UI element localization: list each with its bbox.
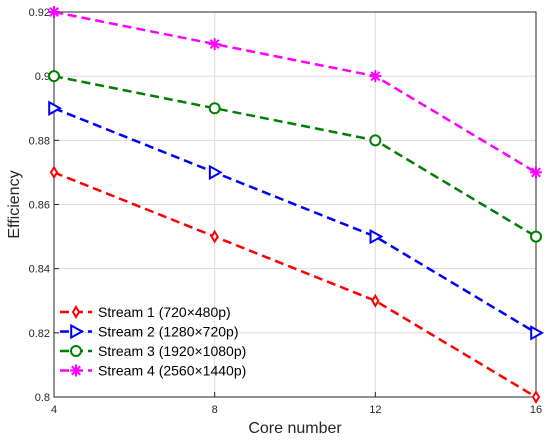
series-4: [48, 6, 542, 179]
x-tick-label: 8: [212, 404, 218, 416]
data-point: [49, 165, 59, 180]
x-tick-label: 16: [530, 404, 542, 416]
data-point: [530, 325, 545, 341]
legend-marker: [70, 323, 85, 340]
y-axis-label: Efficiency: [6, 170, 23, 238]
legend-label: Stream 4 (2560×1440p): [98, 363, 246, 379]
series-3: [48, 70, 542, 243]
series-line: [53, 171, 537, 399]
data-point: [208, 38, 221, 51]
y-tick-label: 0.84: [29, 264, 50, 276]
legend-label: Stream 2 (1280×720p): [98, 324, 238, 340]
x-tick-label: 4: [51, 404, 57, 416]
legend-label: Stream 3 (1920×1080p): [98, 343, 246, 359]
legend-entry: Stream 4 (2560×1440p): [60, 363, 246, 379]
legend-entry: Stream 1 (720×480p): [60, 304, 231, 320]
x-tick-label: 12: [369, 404, 381, 416]
legend-entry: Stream 3 (1920×1080p): [60, 343, 246, 359]
series-2: [48, 100, 545, 341]
y-tick-label: 0.86: [29, 200, 50, 212]
x-axis-label: Core number: [248, 420, 342, 437]
data-point: [369, 134, 382, 147]
data-point: [530, 230, 542, 243]
data-point: [208, 164, 223, 181]
series-line: [53, 74, 537, 238]
series-line: [53, 107, 537, 334]
y-tick-label: 0.9: [35, 71, 50, 83]
legend-marker: [70, 345, 82, 357]
data-point: [530, 166, 542, 179]
data-point: [210, 229, 219, 244]
data-point: [371, 293, 380, 308]
series-lines: [48, 6, 545, 404]
y-tick-label: 0.82: [29, 328, 50, 340]
data-point: [48, 70, 60, 83]
data-point: [208, 102, 221, 115]
axis-ticks: 4 8 12 16 0.8 0.82 0.84 0.86 0.88 0.9 0.92: [29, 7, 543, 416]
series-1: [49, 165, 541, 404]
y-tick-label: 0.92: [29, 7, 50, 19]
data-point: [531, 390, 541, 404]
y-tick-label: 0.8: [35, 392, 50, 404]
legend-label: Stream 1 (720×480p): [98, 304, 231, 320]
legend-entry: Stream 2 (1280×720p): [60, 324, 238, 340]
legend-marker: [71, 305, 81, 319]
data-point: [48, 6, 60, 18]
legend-marker: [70, 364, 82, 377]
y-tick-label: 0.88: [29, 135, 50, 147]
series-line: [53, 10, 537, 174]
data-point: [369, 228, 384, 245]
legend: Stream 1 (720×480p) Stream 2 (1280×720p) S…: [60, 304, 246, 379]
data-point: [369, 70, 382, 83]
data-point: [48, 100, 63, 116]
